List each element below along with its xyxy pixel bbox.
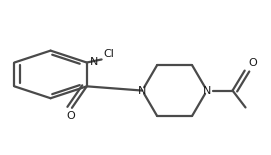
- Text: N: N: [138, 86, 146, 95]
- Text: O: O: [249, 58, 257, 68]
- Text: Cl: Cl: [103, 49, 114, 59]
- Text: N: N: [90, 57, 98, 67]
- Text: N: N: [203, 86, 211, 95]
- Text: O: O: [66, 111, 75, 121]
